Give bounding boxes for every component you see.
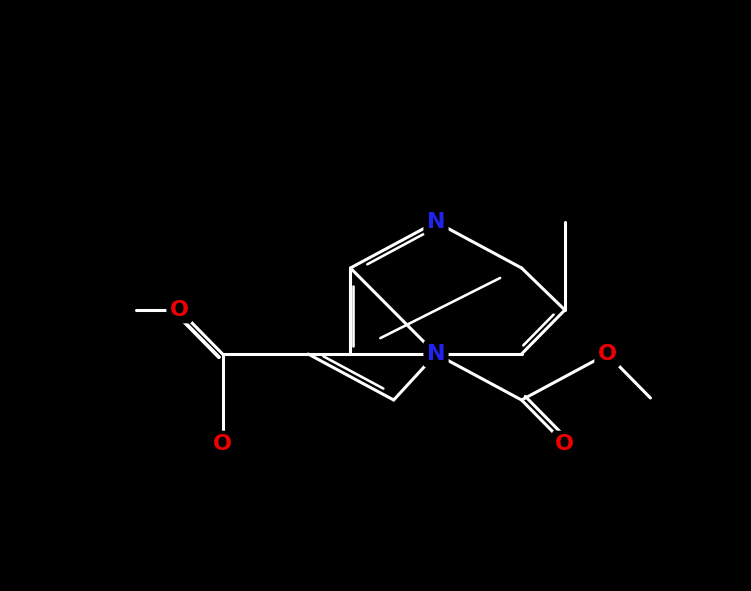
Text: O: O <box>598 344 617 364</box>
Text: O: O <box>170 300 189 320</box>
Text: N: N <box>427 344 445 364</box>
Text: O: O <box>555 434 575 454</box>
Text: O: O <box>213 434 232 454</box>
Text: N: N <box>427 212 445 232</box>
